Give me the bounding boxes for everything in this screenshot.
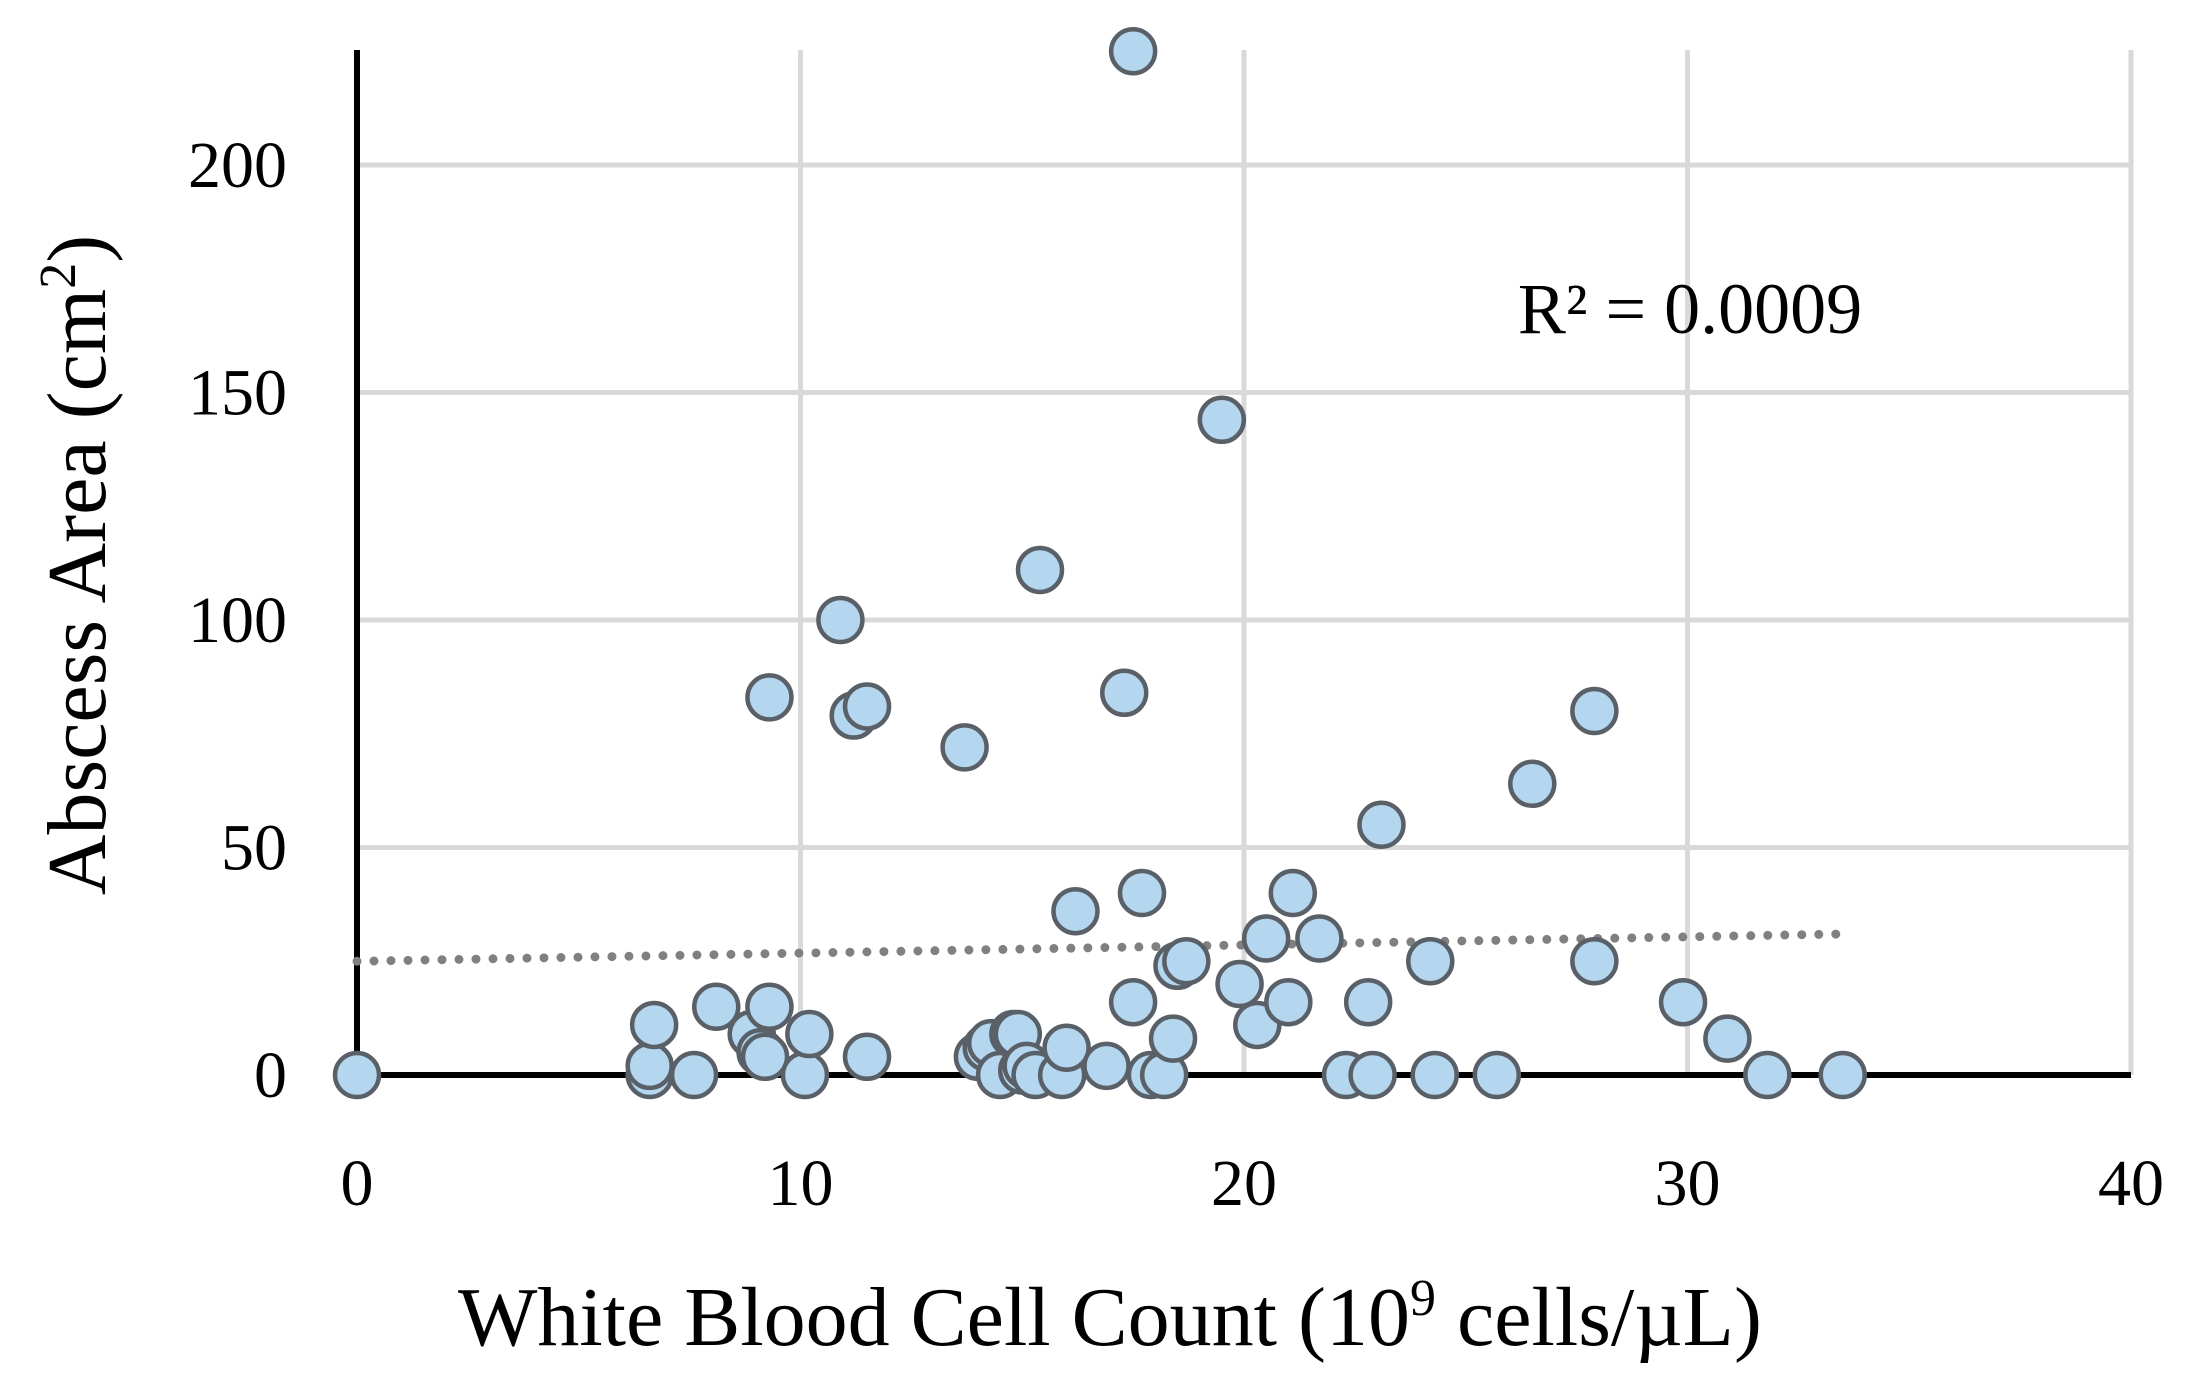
data-point: [745, 673, 794, 722]
x-tick-label: 40: [2098, 1147, 2164, 1220]
grid: [357, 50, 2134, 1075]
x-tick-label: 10: [768, 1147, 834, 1220]
data-point: [1508, 759, 1557, 809]
data-point: [1818, 1050, 1867, 1100]
data-point: [940, 723, 989, 772]
data-point: [745, 982, 794, 1031]
x-tick-labels: 0 10 20 30 40: [341, 1147, 2165, 1220]
data-point: [816, 595, 865, 645]
data-point: [1357, 800, 1406, 849]
data-point: [1215, 959, 1264, 1009]
data-point: [1570, 937, 1619, 986]
data-point: [1082, 1041, 1131, 1091]
r-squared-annotation: R² = 0.0009: [1518, 269, 1862, 349]
data-point: [842, 1032, 892, 1082]
data-point: [1051, 886, 1100, 936]
data-point: [1570, 686, 1619, 736]
y-tick-label: 50: [221, 812, 287, 885]
data-point: [1264, 977, 1313, 1027]
data-point: [1197, 395, 1247, 445]
data-point: [1108, 27, 1158, 76]
data-point: [1015, 545, 1065, 595]
data-points: [332, 27, 1867, 1100]
x-tick-label: 20: [1211, 1147, 1277, 1220]
data-point: [1410, 1050, 1459, 1100]
y-tick-label: 150: [188, 357, 287, 430]
data-point: [1148, 1014, 1198, 1063]
data-point: [1100, 668, 1149, 718]
data-point: [1658, 977, 1708, 1027]
data-point: [1162, 937, 1211, 986]
data-point: [1042, 1023, 1091, 1072]
data-point: [1406, 937, 1455, 986]
data-point: [1743, 1050, 1792, 1100]
data-point: [1348, 1050, 1397, 1100]
data-point: [332, 1050, 382, 1100]
y-axis-title: Abscess Area (cm2): [30, 235, 124, 895]
y-tick-label: 200: [188, 129, 287, 202]
data-point: [1295, 914, 1344, 963]
data-point: [785, 1009, 834, 1059]
trendline: [352, 929, 1848, 966]
data-point: [669, 1050, 719, 1100]
data-point: [691, 982, 741, 1031]
y-tick-label: 0: [254, 1039, 287, 1112]
data-point: [842, 682, 892, 731]
data-point: [1241, 914, 1291, 963]
data-point: [1343, 977, 1393, 1027]
data-point: [740, 1032, 790, 1082]
data-point: [625, 1041, 674, 1091]
data-point: [1108, 977, 1158, 1027]
y-tick-labels: 0 50 100 150 200: [188, 129, 287, 1112]
x-tick-label: 0: [341, 1147, 374, 1220]
data-point: [1117, 868, 1167, 918]
data-point: [629, 1000, 679, 1050]
x-axis-title: White Blood Cell Count (109 cells/µL): [458, 1270, 1762, 1364]
data-point: [1472, 1050, 1522, 1100]
data-point: [1268, 868, 1318, 918]
data-point: [780, 1050, 830, 1100]
y-tick-label: 100: [188, 584, 287, 657]
x-tick-label: 30: [1655, 1147, 1721, 1220]
data-point: [1703, 1014, 1752, 1063]
